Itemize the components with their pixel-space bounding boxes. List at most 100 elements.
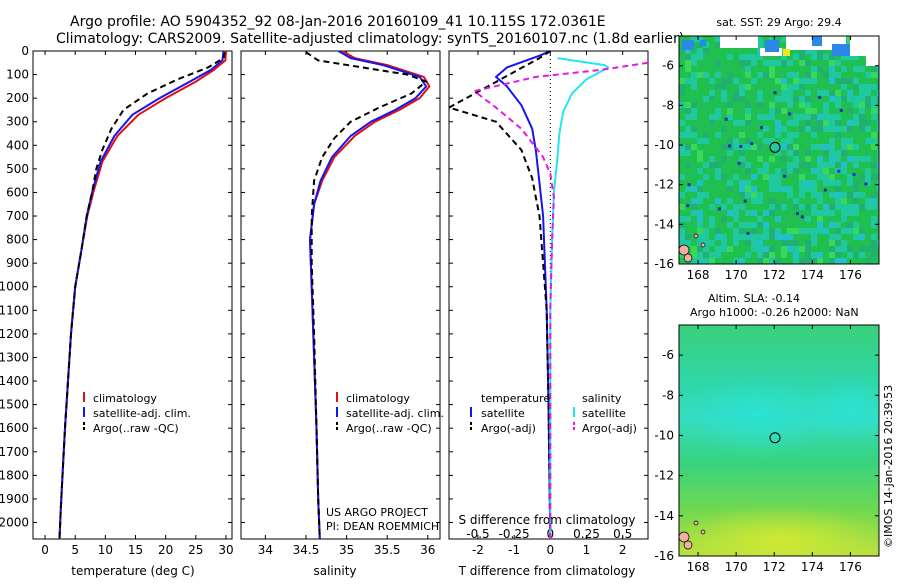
sst-cell (877, 156, 879, 162)
sst-cell (829, 90, 835, 96)
sst-cell (799, 258, 805, 264)
series-line-t-satellite (495, 50, 552, 540)
sst-cell (835, 60, 841, 66)
sst-cell (835, 120, 841, 126)
sst-cell (757, 222, 763, 228)
series-line-argo-raw-qc (305, 51, 428, 540)
sst-cell (799, 180, 805, 186)
sst-cell (871, 192, 877, 198)
sst-cell (835, 258, 841, 264)
sst-dot (760, 126, 764, 130)
sst-cell (757, 114, 763, 120)
sst-cell (703, 192, 709, 198)
map-y-tick-label: -16 (654, 549, 674, 563)
sst-cell (733, 174, 739, 180)
sst-cell (859, 90, 865, 96)
sst-cell (781, 126, 787, 132)
sst-cell (757, 258, 763, 264)
sst-cell (751, 210, 757, 216)
sst-cell (787, 60, 793, 66)
sst-cell (829, 174, 835, 180)
sst-cell (721, 144, 727, 150)
sst-cell (853, 162, 859, 168)
sst-cell (685, 102, 691, 108)
top-tick-label: -0.5 (466, 527, 489, 541)
sst-cell (685, 48, 691, 54)
sst-cell (685, 60, 691, 66)
sst-dot (746, 231, 750, 235)
sst-cell (829, 252, 835, 258)
sst-cell (781, 96, 787, 102)
sst-cell (811, 258, 817, 264)
sst-cell (781, 78, 787, 84)
sst-cell (691, 108, 697, 114)
sst-cell (697, 252, 703, 258)
sst-cell (853, 210, 859, 216)
sst-cell (847, 120, 853, 126)
sst-dot (818, 95, 822, 99)
sst-cell (853, 192, 859, 198)
sst-warm-patch (783, 49, 790, 56)
sst-cell (805, 204, 811, 210)
sst-cell (841, 54, 847, 60)
sst-cell (691, 114, 697, 120)
sst-cell (787, 132, 793, 138)
y-tick-label: 200 (6, 91, 29, 105)
sst-cell (859, 102, 865, 108)
sst-cell (853, 222, 859, 228)
sst-cell (799, 192, 805, 198)
sst-cell (715, 228, 721, 234)
sst-cell (859, 234, 865, 240)
sst-cell (835, 96, 841, 102)
sst-cell (787, 246, 793, 252)
sst-cell (763, 246, 769, 252)
sst-cell (709, 114, 715, 120)
sst-cell (871, 84, 877, 90)
sst-cell (739, 150, 745, 156)
sst-cell (793, 120, 799, 126)
sst-cell (739, 180, 745, 186)
sst-cell (811, 114, 817, 120)
y-tick-label: 1800 (0, 468, 29, 482)
map-y-tick-label: -12 (654, 178, 674, 192)
sst-cell (793, 228, 799, 234)
sst-dot (795, 212, 799, 216)
sst-cell (769, 114, 775, 120)
sst-cell (817, 144, 823, 150)
sst-cell (697, 48, 703, 54)
sst-cell (841, 228, 847, 234)
sst-cell (865, 180, 871, 186)
sst-cell (847, 252, 853, 258)
sst-cell (769, 60, 775, 66)
sst-cell (751, 78, 757, 84)
sst-cell (871, 102, 877, 108)
sst-cell (781, 246, 787, 252)
x-tick-label: 36 (420, 543, 435, 557)
sst-cell (685, 186, 691, 192)
y-tick-label: 1400 (0, 374, 29, 388)
sst-cell (769, 234, 775, 240)
sst-cell (835, 240, 841, 246)
legend-label-argo: Argo(..raw -QC) (93, 422, 179, 435)
sst-cell (853, 78, 859, 84)
sst-cell (871, 108, 877, 114)
profile-location-marker (769, 141, 781, 153)
map-x-tick-label: 170 (725, 560, 748, 574)
sst-map-title: sat. SST: 29 Argo: 29.4 (716, 16, 841, 29)
sst-cell (781, 204, 787, 210)
sst-cell (679, 192, 685, 198)
sst-cell (793, 114, 799, 120)
sst-cell (829, 114, 835, 120)
sst-cell (799, 60, 805, 66)
sst-cell (769, 66, 775, 72)
sst-cell (859, 204, 865, 210)
sst-cell (817, 168, 823, 174)
sst-cell (811, 144, 817, 150)
sst-cell (745, 72, 751, 78)
sst-cell (775, 174, 781, 180)
sst-cell (745, 186, 751, 192)
sst-no-data (866, 56, 879, 66)
sst-cell (871, 198, 877, 204)
sst-cell (865, 84, 871, 90)
sst-cell (811, 204, 817, 210)
